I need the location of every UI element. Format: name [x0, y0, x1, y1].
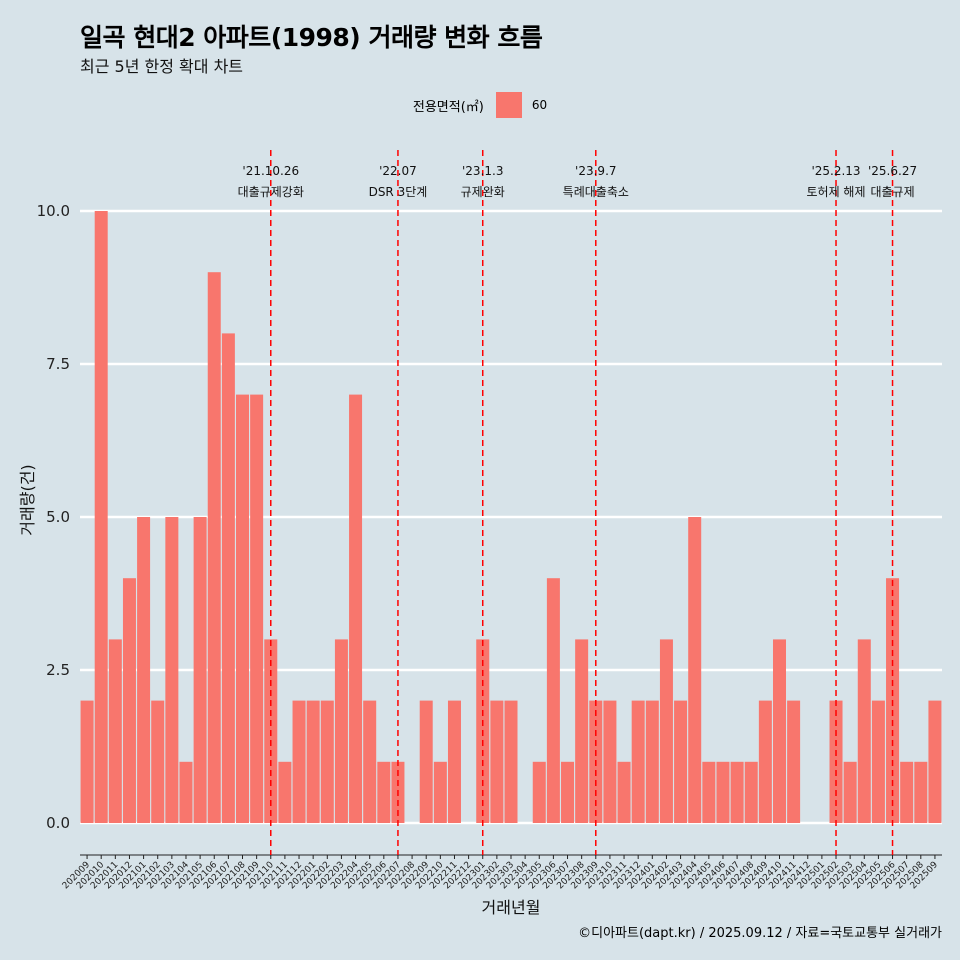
bar	[900, 761, 914, 823]
bar	[165, 517, 179, 823]
bar	[419, 700, 433, 823]
event-label: 토허제 해제	[807, 185, 866, 199]
y-tick-label: 0.0	[46, 814, 70, 832]
bar	[758, 700, 772, 823]
event-label: 특례대출축소	[563, 185, 629, 199]
event-label: 규제완화	[461, 185, 505, 199]
event-date-label: '25.2.13	[811, 164, 860, 178]
bar	[688, 517, 702, 823]
legend-title: 전용면적(㎡)	[412, 99, 484, 115]
event-label: 대출규제	[870, 185, 914, 199]
bar	[349, 394, 363, 823]
chart-title: 일곡 현대2 아파트(1998) 거래량 변화 흐름	[80, 23, 543, 52]
event-date-label: '23.1.3	[462, 164, 503, 178]
bar	[659, 639, 673, 823]
y-tick-label: 10.0	[37, 202, 70, 220]
bar	[730, 761, 744, 823]
bar	[504, 700, 518, 823]
event-date-label: '25.6.27	[868, 164, 917, 178]
bar	[433, 761, 447, 823]
bar	[193, 517, 207, 823]
y-tick-label: 2.5	[46, 661, 70, 679]
bar	[320, 700, 334, 823]
x-axis-title: 거래년월	[482, 898, 541, 917]
bar	[702, 761, 716, 823]
bar	[716, 761, 730, 823]
y-tick-label: 5.0	[46, 508, 70, 526]
bar	[94, 211, 108, 823]
event-date-label: '21.10.26	[242, 164, 299, 178]
event-label: DSR 3단계	[369, 185, 428, 199]
source-caption: ©디아파트(dapt.kr) / 2025.09.12 / 자료=국토교통부 실…	[578, 926, 942, 941]
bar	[928, 700, 942, 823]
bar	[603, 700, 617, 823]
bar	[546, 578, 560, 823]
bar	[674, 700, 688, 823]
bar	[843, 761, 857, 823]
legend-swatch	[495, 92, 522, 118]
bar	[179, 761, 193, 823]
bar	[490, 700, 504, 823]
bar	[575, 639, 589, 823]
bar	[236, 394, 250, 823]
event-label: 대출규제강화	[238, 185, 304, 199]
bar	[787, 700, 801, 823]
bar	[80, 700, 94, 823]
bar	[857, 639, 871, 823]
bar	[645, 700, 659, 823]
bar	[137, 517, 151, 823]
bar	[363, 700, 377, 823]
event-date-label: '22.07	[379, 164, 417, 178]
bar	[772, 639, 786, 823]
bar	[292, 700, 306, 823]
bar	[108, 639, 122, 823]
event-date-label: '23.9.7	[575, 164, 616, 178]
bar	[122, 578, 136, 823]
bar	[306, 700, 320, 823]
bar	[447, 700, 461, 823]
bar	[151, 700, 165, 823]
bar	[631, 700, 645, 823]
bar	[744, 761, 758, 823]
bar	[617, 761, 631, 823]
bar	[250, 394, 264, 823]
bar	[377, 761, 391, 823]
bar	[221, 333, 235, 823]
bar	[914, 761, 928, 823]
bar	[871, 700, 885, 823]
bar	[532, 761, 546, 823]
bar	[207, 272, 221, 823]
chart-subtitle: 최근 5년 한정 확대 차트	[80, 57, 244, 76]
y-tick-label: 7.5	[46, 355, 70, 373]
bar	[278, 761, 292, 823]
legend: 전용면적(㎡) 60	[0, 92, 960, 118]
legend-label: 60	[531, 98, 548, 112]
bar	[561, 761, 575, 823]
y-axis-title: 거래량(건)	[18, 464, 37, 535]
bar	[334, 639, 348, 823]
